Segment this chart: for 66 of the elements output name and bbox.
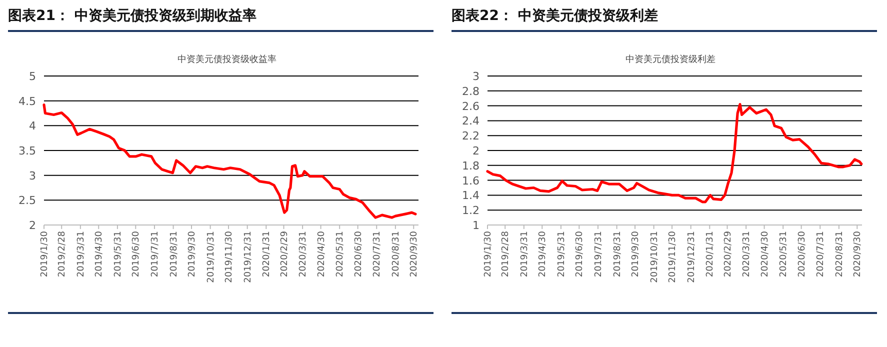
y-tick-label: 2.5: [18, 194, 36, 208]
line-series: [42, 104, 417, 219]
y-tick-label: 2.8: [462, 84, 480, 98]
x-tick-label: 2019/6/30: [575, 230, 586, 278]
y-tick-label: 1.4: [462, 189, 480, 202]
x-tick-label: 2019/6/30: [132, 230, 142, 278]
x-tick-label: 2020/8/31: [391, 231, 402, 278]
x-tick-label: 2019/12/31: [243, 231, 254, 283]
x-tick-label: 2020/6/30: [797, 230, 808, 278]
x-tick-label: 2019/11/30: [224, 230, 235, 283]
y-tick-label: 1.2: [462, 204, 480, 218]
x-tick-label: 2019/10/31: [206, 231, 216, 283]
x-tick-label: 2020/5/31: [779, 231, 790, 278]
y-tick-label: 4: [29, 120, 36, 133]
y-tick-label: 3: [472, 70, 480, 83]
x-tick-label: 2020/9/30: [410, 230, 420, 278]
x-tick-label: 2019/1/30: [40, 230, 50, 278]
y-tick-label: 3: [29, 169, 36, 182]
x-tick-label: 2019/3/31: [520, 231, 530, 278]
x-tick-label: 2019/4/30: [538, 230, 548, 278]
x-tick-label: 2019/7/31: [594, 231, 604, 278]
x-tick-label: 2020/9/30: [853, 230, 864, 278]
x-tick-label: 2019/2/28: [58, 230, 68, 278]
y-tick-label: 1.6: [462, 174, 480, 188]
y-tick-label: 2.4: [462, 114, 480, 128]
x-tick-label: 2019/8/31: [612, 231, 623, 278]
x-tick-label: 2019/11/30: [668, 230, 678, 283]
x-tick-label: 2019/3/31: [76, 231, 86, 278]
chart-subtitle: 中资美元债投资级利差: [625, 54, 716, 65]
x-tick-label: 2020/6/30: [354, 230, 364, 278]
x-tick-label: 2019/5/31: [556, 231, 567, 278]
x-tick-label: 2019/9/30: [630, 230, 641, 278]
x-tick-label: 2019/8/31: [169, 231, 180, 278]
x-tick-label: 2019/12/31: [686, 231, 697, 283]
x-tick-label: 2020/7/31: [816, 231, 826, 278]
x-tick-label: 2019/9/30: [187, 230, 198, 278]
x-tick-label: 2020/2/29: [280, 230, 290, 278]
chart-title: 图表22： 中资美元债投资级利差: [452, 7, 658, 24]
y-tick-label: 4.5: [18, 94, 36, 108]
x-tick-label: 2020/8/31: [834, 231, 845, 278]
y-tick-label: 1: [472, 219, 480, 232]
y-tick-label: 3.5: [18, 144, 36, 158]
x-tick-label: 2020/3/31: [298, 231, 309, 278]
y-tick-label: 2: [472, 144, 480, 158]
x-tick-label: 2019/10/31: [650, 231, 660, 283]
x-tick-label: 2020/3/31: [742, 231, 752, 278]
x-tick-label: 2020/2/29: [723, 230, 734, 278]
x-tick-label: 2020/5/31: [336, 231, 346, 278]
y-tick-label: 2.6: [462, 100, 480, 113]
y-tick-label: 5: [29, 70, 36, 83]
x-tick-label: 2020/1/31: [706, 231, 716, 278]
x-tick-label: 2019/5/31: [113, 231, 124, 278]
y-tick-label: 2.2: [462, 130, 480, 143]
line-series: [486, 103, 863, 204]
y-tick-label: 2: [29, 219, 36, 232]
x-tick-label: 2020/4/30: [316, 230, 327, 278]
x-tick-label: 2020/7/31: [372, 231, 383, 278]
x-tick-label: 2020/4/30: [760, 230, 770, 278]
chart-title: 图表21： 中资美元债投资级到期收益率: [8, 7, 256, 24]
x-tick-label: 2020/1/31: [262, 231, 272, 278]
chart-subtitle: 中资美元债投资级收益率: [177, 54, 276, 65]
x-tick-label: 2019/1/30: [484, 230, 494, 278]
y-tick-label: 1.8: [462, 159, 480, 172]
x-tick-label: 2019/7/31: [150, 231, 160, 278]
x-tick-label: 2019/2/28: [501, 230, 512, 278]
x-tick-label: 2019/4/30: [94, 230, 105, 278]
